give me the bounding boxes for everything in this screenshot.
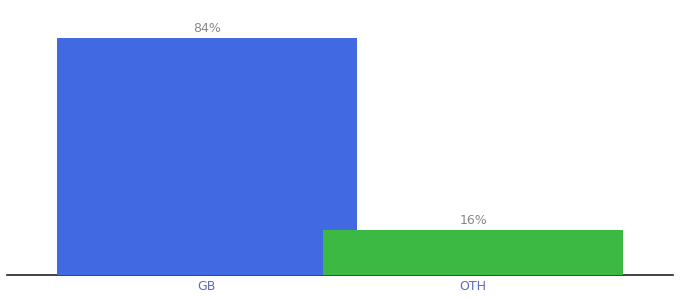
Text: 16%: 16% <box>460 214 487 227</box>
Bar <box>57 38 356 275</box>
Bar <box>324 230 623 275</box>
Text: 84%: 84% <box>193 22 221 35</box>
